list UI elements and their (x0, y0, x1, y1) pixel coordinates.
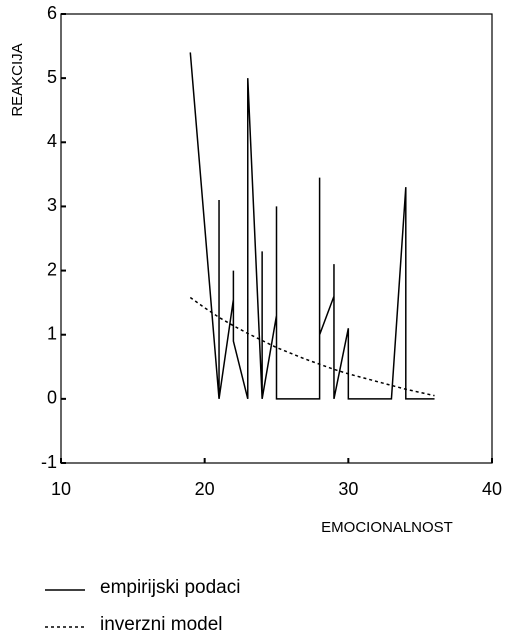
plot-frame (60, 13, 493, 464)
x-axis-label: EMOCIONALNOST (321, 519, 453, 536)
y-tick-label: 1 (47, 323, 57, 343)
x-tick-label: 30 (338, 479, 358, 499)
y-tick-label: 2 (47, 259, 57, 279)
x-tick-label: 10 (51, 479, 71, 499)
x-tick-label: 40 (482, 479, 502, 499)
y-tick-label: 6 (47, 3, 57, 23)
legend-label: empirijski podaci (100, 577, 240, 598)
y-tick-label: -1 (41, 452, 57, 472)
y-tick-label: 5 (47, 67, 57, 87)
series-line (189, 296, 435, 397)
y-axis-label: REAKCIJA (9, 43, 26, 116)
x-tick-label: 20 (195, 479, 215, 499)
y-tick-label: 3 (47, 195, 57, 215)
y-tick-label: 4 (47, 131, 57, 151)
y-tick-label: 0 (47, 388, 57, 408)
series-line (189, 52, 435, 400)
legend-label: inverzni model (100, 614, 223, 635)
